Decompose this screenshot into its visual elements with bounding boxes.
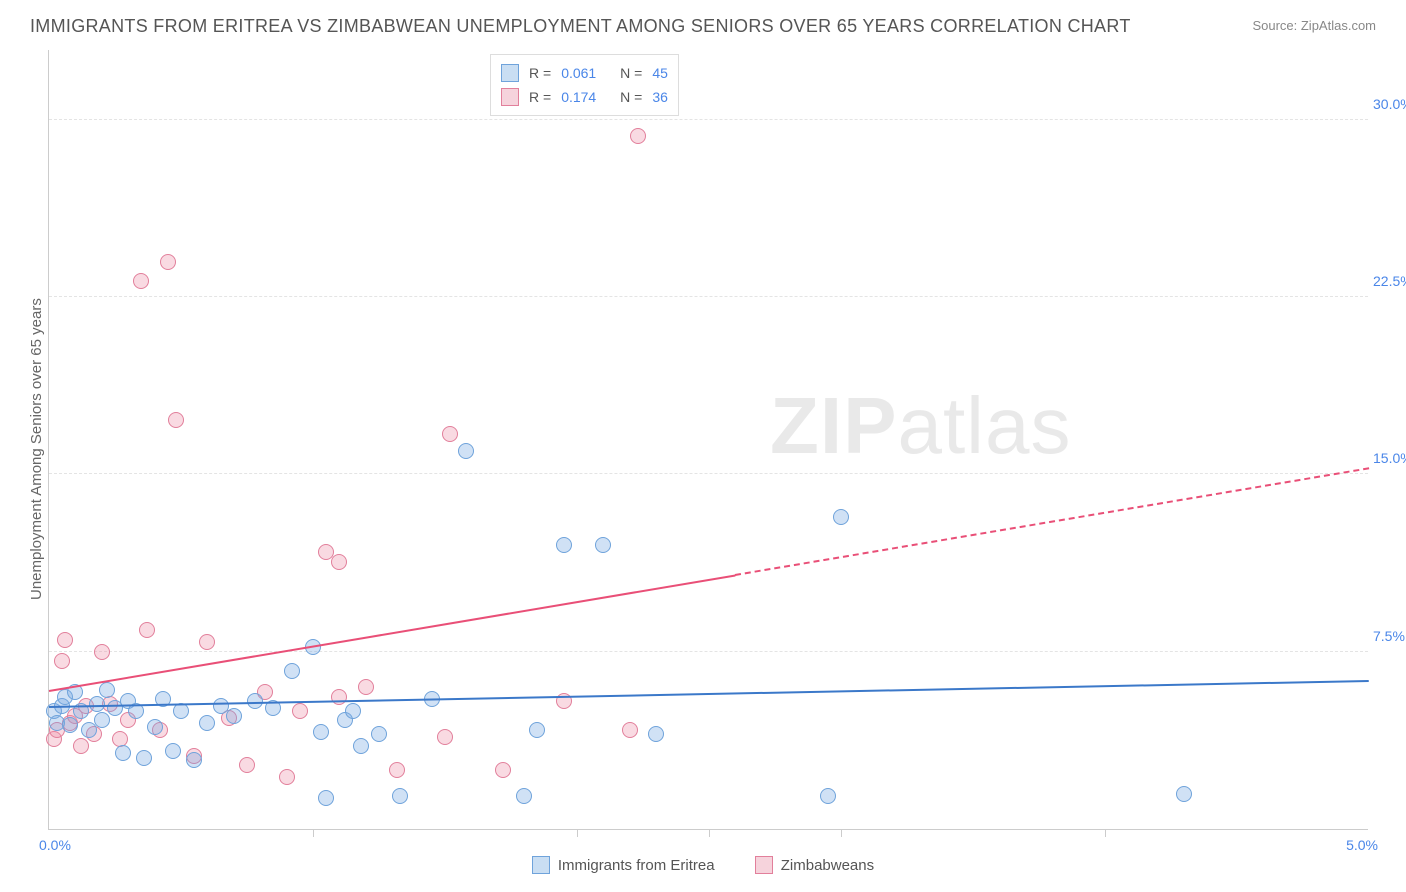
legend-n-value-1: 36 — [652, 85, 668, 109]
data-point — [345, 703, 361, 719]
data-point — [358, 679, 374, 695]
legend-n-value-0: 45 — [652, 61, 668, 85]
data-point — [622, 722, 638, 738]
gridline — [49, 651, 1368, 652]
data-point — [392, 788, 408, 804]
x-tick — [313, 829, 314, 837]
data-point — [313, 724, 329, 740]
x-tick — [709, 829, 710, 837]
data-point — [458, 443, 474, 459]
data-point — [115, 745, 131, 761]
legend-r-value-1: 0.174 — [561, 85, 596, 109]
legend-correlation: R = 0.061 N = 45 R = 0.174 N = 36 — [490, 54, 679, 116]
data-point — [199, 715, 215, 731]
legend-label-0: Immigrants from Eritrea — [558, 857, 715, 874]
data-point — [292, 703, 308, 719]
data-point — [136, 750, 152, 766]
data-point — [165, 743, 181, 759]
data-point — [160, 254, 176, 270]
chart-title: IMMIGRANTS FROM ERITREA VS ZIMBABWEAN UN… — [30, 16, 1131, 37]
plot-area: 7.5%15.0%22.5%30.0%0.0%5.0% — [48, 50, 1368, 830]
data-point — [139, 622, 155, 638]
legend-swatch-bottom-1 — [755, 856, 773, 874]
data-point — [94, 644, 110, 660]
legend-n-label: N = — [620, 85, 642, 109]
data-point — [516, 788, 532, 804]
data-point — [833, 509, 849, 525]
data-point — [168, 412, 184, 428]
data-point — [89, 696, 105, 712]
data-point — [226, 708, 242, 724]
x-tick — [841, 829, 842, 837]
gridline — [49, 119, 1368, 120]
legend-n-label: N = — [620, 61, 642, 85]
gridline — [49, 473, 1368, 474]
legend-row-series-0: R = 0.061 N = 45 — [501, 61, 668, 85]
x-tick — [1105, 829, 1106, 837]
data-point — [529, 722, 545, 738]
data-point — [73, 738, 89, 754]
data-point — [353, 738, 369, 754]
data-point — [279, 769, 295, 785]
legend-r-value-0: 0.061 — [561, 61, 596, 85]
data-point — [94, 712, 110, 728]
data-point — [239, 757, 255, 773]
data-point — [54, 653, 70, 669]
legend-label-1: Zimbabweans — [781, 857, 874, 874]
data-point — [331, 554, 347, 570]
data-point — [133, 273, 149, 289]
data-point — [318, 790, 334, 806]
data-point — [442, 426, 458, 442]
data-point — [820, 788, 836, 804]
y-axis-label: Unemployment Among Seniors over 65 years — [28, 298, 45, 600]
data-point — [371, 726, 387, 742]
y-tick-label: 15.0% — [1373, 450, 1406, 466]
source-label: Source: ZipAtlas.com — [1252, 18, 1376, 33]
gridline — [49, 296, 1368, 297]
data-point — [1176, 786, 1192, 802]
x-max-label: 5.0% — [1346, 837, 1378, 853]
data-point — [389, 762, 405, 778]
data-point — [595, 537, 611, 553]
legend-item-1: Zimbabweans — [755, 856, 874, 874]
x-min-label: 0.0% — [39, 837, 71, 853]
y-tick-label: 7.5% — [1373, 628, 1406, 644]
legend-row-series-1: R = 0.174 N = 36 — [501, 85, 668, 109]
data-point — [437, 729, 453, 745]
legend-swatch-bottom-0 — [532, 856, 550, 874]
x-tick — [577, 829, 578, 837]
data-point — [284, 663, 300, 679]
legend-series: Immigrants from Eritrea Zimbabweans — [0, 856, 1406, 878]
legend-swatch-1 — [501, 88, 519, 106]
data-point — [630, 128, 646, 144]
data-point — [495, 762, 511, 778]
y-tick-label: 22.5% — [1373, 273, 1406, 289]
data-point — [147, 719, 163, 735]
data-point — [62, 717, 78, 733]
legend-r-label: R = — [529, 61, 551, 85]
data-point — [186, 752, 202, 768]
trendline-dashed — [735, 468, 1369, 577]
legend-r-label: R = — [529, 85, 551, 109]
y-tick-label: 30.0% — [1373, 96, 1406, 112]
data-point — [99, 682, 115, 698]
data-point — [556, 537, 572, 553]
data-point — [199, 634, 215, 650]
legend-item-0: Immigrants from Eritrea — [532, 856, 715, 874]
data-point — [57, 632, 73, 648]
data-point — [648, 726, 664, 742]
legend-swatch-0 — [501, 64, 519, 82]
